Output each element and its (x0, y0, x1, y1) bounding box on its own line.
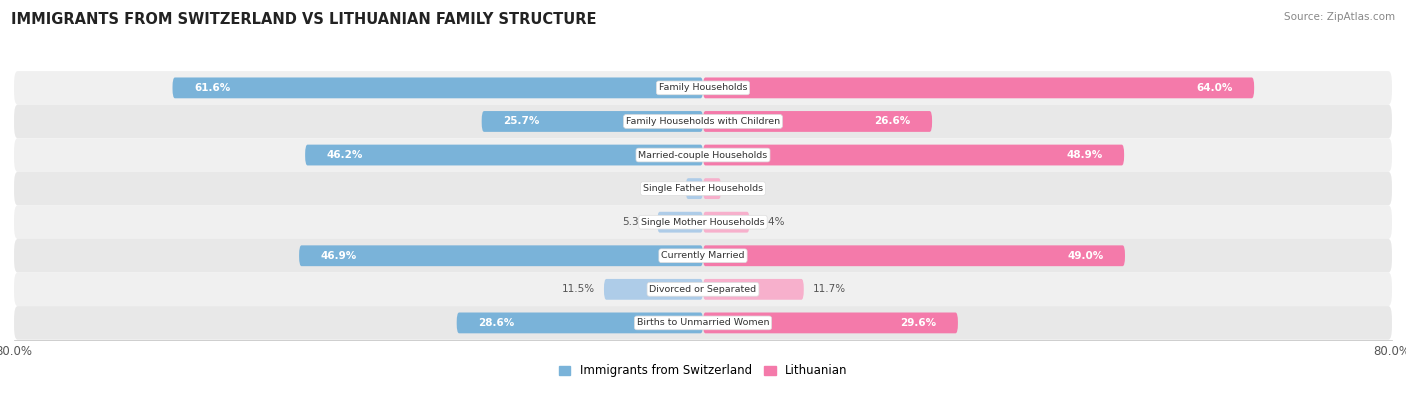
Text: Currently Married: Currently Married (661, 251, 745, 260)
FancyBboxPatch shape (482, 111, 703, 132)
FancyBboxPatch shape (686, 178, 703, 199)
FancyBboxPatch shape (305, 145, 703, 166)
Text: 25.7%: 25.7% (503, 117, 540, 126)
Text: 11.7%: 11.7% (813, 284, 845, 294)
Text: Family Households with Children: Family Households with Children (626, 117, 780, 126)
Text: 64.0%: 64.0% (1197, 83, 1233, 93)
FancyBboxPatch shape (14, 205, 1392, 239)
Legend: Immigrants from Switzerland, Lithuanian: Immigrants from Switzerland, Lithuanian (554, 360, 852, 382)
FancyBboxPatch shape (14, 239, 1392, 273)
FancyBboxPatch shape (299, 245, 703, 266)
FancyBboxPatch shape (703, 212, 749, 233)
FancyBboxPatch shape (14, 273, 1392, 306)
FancyBboxPatch shape (14, 71, 1392, 105)
Text: Married-couple Households: Married-couple Households (638, 150, 768, 160)
FancyBboxPatch shape (658, 212, 703, 233)
Text: Single Father Households: Single Father Households (643, 184, 763, 193)
Text: Divorced or Separated: Divorced or Separated (650, 285, 756, 294)
FancyBboxPatch shape (703, 111, 932, 132)
Text: Single Mother Households: Single Mother Households (641, 218, 765, 227)
FancyBboxPatch shape (14, 105, 1392, 138)
Text: Births to Unmarried Women: Births to Unmarried Women (637, 318, 769, 327)
FancyBboxPatch shape (703, 245, 1125, 266)
Text: 61.6%: 61.6% (194, 83, 231, 93)
Text: 49.0%: 49.0% (1067, 251, 1104, 261)
FancyBboxPatch shape (703, 312, 957, 333)
FancyBboxPatch shape (605, 279, 703, 300)
FancyBboxPatch shape (14, 306, 1392, 340)
Text: 11.5%: 11.5% (562, 284, 595, 294)
FancyBboxPatch shape (14, 138, 1392, 172)
FancyBboxPatch shape (703, 145, 1125, 166)
FancyBboxPatch shape (703, 178, 721, 199)
FancyBboxPatch shape (14, 172, 1392, 205)
Text: 2.0%: 2.0% (651, 184, 678, 194)
FancyBboxPatch shape (457, 312, 703, 333)
Text: 29.6%: 29.6% (900, 318, 936, 328)
Text: 5.3%: 5.3% (623, 217, 648, 227)
Text: 2.1%: 2.1% (730, 184, 756, 194)
FancyBboxPatch shape (703, 279, 804, 300)
Text: 46.2%: 46.2% (326, 150, 363, 160)
Text: 26.6%: 26.6% (875, 117, 911, 126)
Text: 28.6%: 28.6% (478, 318, 515, 328)
Text: 46.9%: 46.9% (321, 251, 357, 261)
Text: Family Households: Family Households (659, 83, 747, 92)
FancyBboxPatch shape (703, 77, 1254, 98)
FancyBboxPatch shape (173, 77, 703, 98)
Text: Source: ZipAtlas.com: Source: ZipAtlas.com (1284, 12, 1395, 22)
Text: IMMIGRANTS FROM SWITZERLAND VS LITHUANIAN FAMILY STRUCTURE: IMMIGRANTS FROM SWITZERLAND VS LITHUANIA… (11, 12, 596, 27)
Text: 48.9%: 48.9% (1066, 150, 1102, 160)
Text: 5.4%: 5.4% (758, 217, 785, 227)
